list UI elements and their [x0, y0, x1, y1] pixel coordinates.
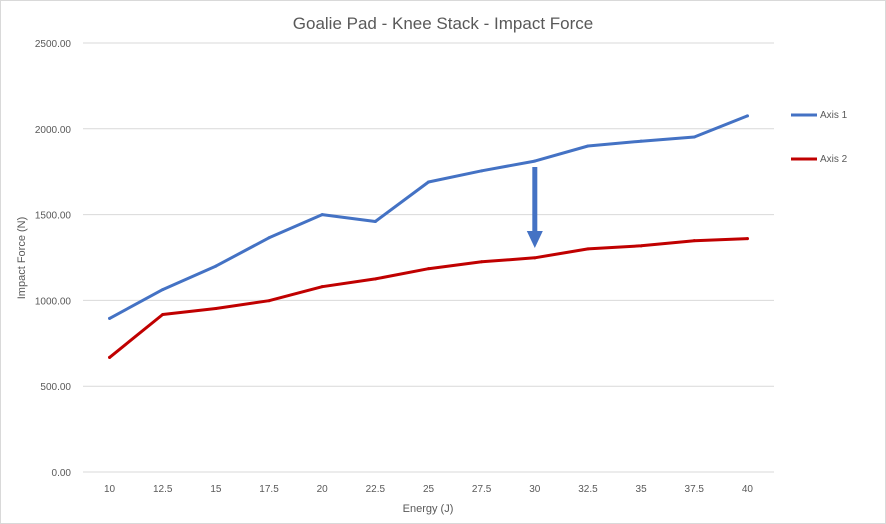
y-tick-label: 1500.00 — [35, 211, 72, 222]
data-point — [161, 288, 165, 292]
data-point — [320, 285, 324, 289]
data-point — [745, 114, 749, 118]
data-point — [320, 213, 324, 217]
series-line-1 — [108, 114, 749, 320]
data-point — [214, 306, 218, 310]
y-axis-ticks: 0.00 500.00 1000.00 1500.00 2000.00 2500.00 — [35, 39, 72, 479]
series-lines — [108, 114, 749, 359]
x-tick-label: 37.5 — [685, 484, 705, 495]
data-point — [161, 312, 165, 316]
x-tick-label: 32.5 — [578, 484, 598, 495]
chart-title: Goalie Pad - Knee Stack - Impact Force — [293, 14, 593, 33]
data-point — [639, 139, 643, 143]
legend-label: Axis 1 — [820, 110, 848, 121]
y-tick-label: 500.00 — [40, 382, 71, 393]
x-tick-label: 35 — [636, 484, 648, 495]
x-axis-label: Energy (J) — [403, 503, 454, 515]
x-tick-label: 30 — [529, 484, 541, 495]
data-point — [108, 355, 112, 359]
data-point — [586, 247, 590, 251]
data-point — [267, 236, 271, 240]
data-point — [427, 267, 430, 271]
data-point — [373, 277, 377, 281]
gridlines — [83, 42, 774, 473]
data-point — [267, 299, 271, 303]
series-line-2 — [108, 237, 749, 359]
y-axis-label: Impact Force (N) — [16, 217, 28, 300]
x-tick-label: 25 — [423, 484, 435, 495]
data-point — [533, 256, 537, 260]
x-tick-label: 15 — [210, 484, 222, 495]
x-axis-ticks: 10 12.5 15 17.5 20 22.5 25 27.5 30 32.5 35 37.5 40 — [104, 484, 753, 495]
x-tick-label: 17.5 — [259, 484, 279, 495]
y-tick-label: 2500.00 — [35, 39, 72, 50]
y-tick-label: 1000.00 — [35, 296, 72, 307]
y-tick-label: 2000.00 — [35, 125, 72, 136]
legend: Axis 1 Axis 2 — [791, 110, 848, 165]
data-point — [639, 244, 643, 248]
data-point — [480, 169, 484, 173]
data-point — [692, 239, 696, 243]
legend-label: Axis 2 — [820, 154, 848, 165]
x-tick-label: 40 — [742, 484, 754, 495]
data-point — [214, 264, 218, 268]
x-tick-label: 10 — [104, 484, 116, 495]
data-point — [692, 135, 696, 139]
data-point — [586, 144, 590, 148]
x-tick-label: 20 — [317, 484, 329, 495]
x-tick-label: 27.5 — [472, 484, 492, 495]
x-tick-label: 12.5 — [153, 484, 173, 495]
data-point — [745, 237, 749, 241]
data-point — [533, 159, 537, 163]
data-point — [373, 219, 377, 223]
data-point — [427, 180, 430, 184]
data-point — [480, 260, 484, 264]
down-arrow-annotation — [526, 167, 543, 248]
x-tick-label: 22.5 — [366, 484, 386, 495]
data-point — [108, 316, 112, 320]
annotations — [526, 167, 543, 248]
y-tick-label: 0.00 — [52, 468, 72, 479]
